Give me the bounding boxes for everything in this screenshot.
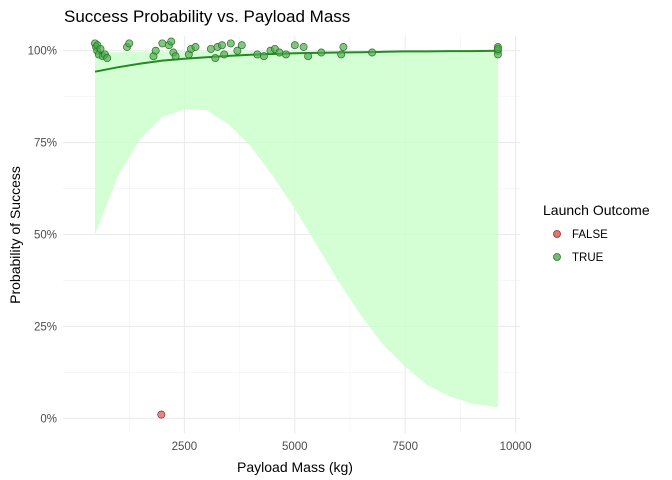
point-true [299,43,308,51]
point-true [253,50,262,59]
point-true [237,41,246,50]
point-true [259,52,268,61]
point-true [317,48,326,57]
point-false [157,410,166,419]
legend-swatch-false [553,230,561,238]
point-true [211,54,220,63]
point-true [151,46,160,55]
data-points [91,37,502,419]
fit-line [94,49,498,73]
x-tick-label: 2500 [172,441,198,453]
legend-label-false: FALSE [572,229,608,241]
point-true [167,37,176,46]
point-true [125,39,134,48]
point-true [103,54,112,63]
legend-item-false: FALSE [553,229,608,241]
point-true [337,50,346,59]
legend-item-true: TRUE [553,252,604,264]
point-true [275,48,284,57]
point-true [171,52,180,61]
point-true [226,39,235,48]
x-axis-title: Payload Mass (kg) [237,459,353,475]
x-tick-labels: 2500 5000 7500 10000 [172,441,532,453]
x-tick-label: 7500 [392,441,418,453]
x-tick-label: 10000 [500,441,532,453]
point-true [206,44,215,53]
confidence-band [95,50,498,408]
y-axis-title: Probability of Success [7,166,23,304]
point-true [493,44,502,53]
point-true [339,43,348,51]
point-true [304,52,313,61]
legend-label-true: TRUE [572,252,604,264]
y-tick-label: 100% [28,46,57,58]
y-tick-labels: 0% 25% 50% 75% 100% [28,46,57,426]
legend-title: Launch Outcome [543,202,650,218]
y-tick-label: 75% [34,138,57,150]
x-tick-label: 5000 [282,441,308,453]
point-true [96,44,105,53]
point-true [290,41,299,50]
legend-swatch-true [553,253,561,261]
point-true [282,50,290,59]
chart-title: Success Probability vs. Payload Mass [64,7,350,26]
legend: Launch Outcome FALSE TRUE [543,202,650,264]
point-true [233,46,242,55]
point-true [220,50,229,59]
point-true [158,39,167,48]
point-true [218,41,226,50]
point-true [368,48,377,57]
point-true [191,43,200,51]
y-tick-label: 25% [34,321,57,333]
y-tick-label: 50% [34,230,57,242]
y-tick-label: 0% [40,413,57,425]
